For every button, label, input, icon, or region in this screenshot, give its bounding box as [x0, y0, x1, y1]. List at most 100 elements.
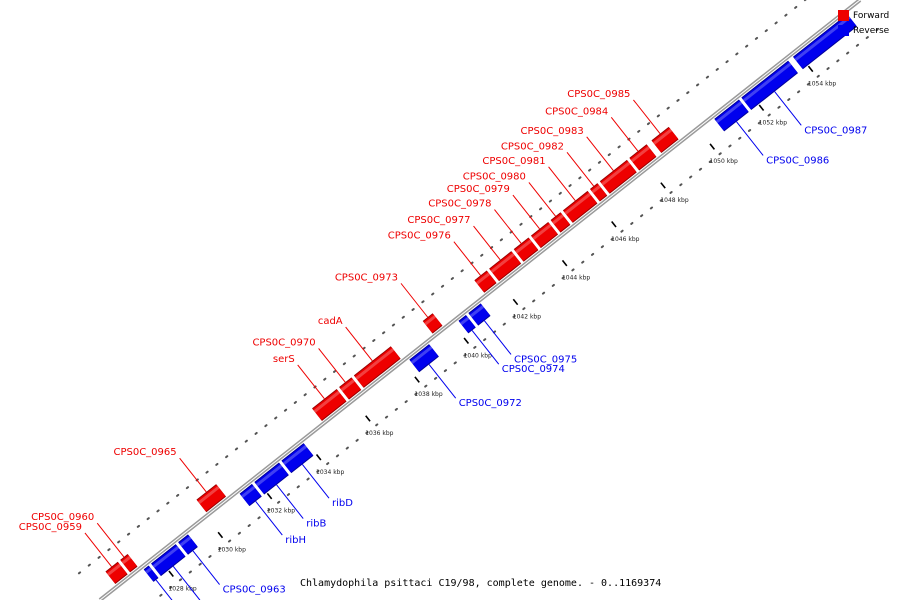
- gene-block-cps0c-0963[interactable]: [178, 535, 198, 554]
- gene-block-cps0c-0973[interactable]: [423, 314, 442, 333]
- scale-tick-label: 1030 kbp: [218, 546, 246, 553]
- scale-tick-label: 1028 kbp: [168, 585, 196, 592]
- gene-block-ribb[interactable]: [254, 463, 289, 494]
- scale-tick-label: 1046 kbp: [611, 236, 639, 243]
- gene-block-cps0c-0983[interactable]: [600, 160, 637, 193]
- scale-tick-mark: [315, 454, 322, 461]
- gene-label-cps0c-0963[interactable]: CPS0C_0963: [223, 585, 286, 596]
- gene-block-cps0c-0977[interactable]: [489, 251, 521, 281]
- gene-leader-cps0c-0977: [473, 225, 501, 261]
- gene-label-cps0c-0960[interactable]: CPS0C_0960: [31, 512, 94, 523]
- gene-label-cps0c-0959[interactable]: CPS0C_0959: [19, 522, 82, 533]
- gene-block-sheen-cps0c-0981: [564, 192, 591, 215]
- gene-block-ribd[interactable]: [282, 443, 313, 473]
- scale-tick-mark: [463, 337, 470, 345]
- gene-label-cps0c-0987[interactable]: CPS0C_0987: [804, 125, 867, 136]
- gene-block-sheen-cps0c-0974: [460, 316, 470, 326]
- gene-block-cps0c-0982[interactable]: [590, 183, 607, 201]
- gene-block-cps0c-0962[interactable]: [151, 544, 185, 576]
- forward-dot-guide: [77, 0, 807, 575]
- gene-label-cada[interactable]: cadA: [318, 316, 343, 327]
- gene-block-cps0c-0980[interactable]: [551, 213, 570, 232]
- gene-block-cps0c-0986[interactable]: [714, 100, 749, 131]
- gene-block-cada[interactable]: [354, 347, 401, 388]
- scale-tick-label: 1034 kbp: [316, 469, 344, 476]
- gene-leader-cps0c-0961: [155, 579, 173, 600]
- gene-block-sheen-cps0c-0975: [469, 305, 485, 318]
- gene-block-cps0c-0974[interactable]: [459, 315, 476, 333]
- gene-label-cps0c-0977[interactable]: CPS0C_0977: [407, 215, 470, 226]
- gene-leader-cps0c-0979: [512, 194, 540, 230]
- gene-label-cps0c-0983[interactable]: CPS0C_0983: [521, 126, 584, 137]
- gene-leader-cps0c-0962: [172, 566, 201, 600]
- gene-label-cps0c-0981[interactable]: CPS0C_0981: [482, 156, 545, 167]
- gene-leader-cps0c-0970: [318, 348, 346, 383]
- gene-label-cps0c-0965[interactable]: CPS0C_0965: [113, 447, 176, 458]
- gene-block-sheen-cps0c-0960: [121, 555, 131, 565]
- gene-label-cps0c-0974[interactable]: CPS0C_0974: [502, 364, 565, 375]
- scale-tick-label: 1054 kbp: [808, 80, 836, 87]
- gene-label-cps0c-0975[interactable]: CPS0C_0975: [514, 354, 577, 365]
- legend-reverse: Reverse: [838, 23, 900, 38]
- gene-features: [105, 14, 858, 585]
- gene-block-cps0c-0984[interactable]: [629, 145, 656, 170]
- gene-block-sheen-cada: [355, 348, 395, 380]
- gene-block-cps0c-0987[interactable]: [741, 61, 798, 110]
- gene-block-sheen-cps0c-0973: [424, 315, 436, 326]
- gene-block-cps0c-0975[interactable]: [468, 304, 490, 325]
- gene-label-cps0c-0972[interactable]: CPS0C_0972: [459, 398, 522, 409]
- gene-block-cps0c-0970[interactable]: [339, 378, 361, 399]
- legend-reverse-label: Reverse: [853, 25, 890, 36]
- gene-label-ribd[interactable]: ribD: [332, 498, 353, 509]
- gene-block-cps0c-0960[interactable]: [120, 554, 137, 572]
- gene-leader-cps0c-0982: [566, 151, 595, 187]
- gene-block-sheen-cps0c-0979: [532, 223, 552, 240]
- gene-block-cps0c-0979[interactable]: [531, 222, 558, 248]
- gene-leader-ribb: [276, 484, 304, 519]
- scale-tick-label: 1048 kbp: [660, 197, 688, 204]
- gene-label-cps0c-0976[interactable]: CPS0C_0976: [388, 231, 451, 242]
- gene-label-sers[interactable]: serS: [273, 354, 295, 365]
- gene-labels: CPS0C_0959CPS0C_0960CPS0C_0961CPS0C_0962…: [19, 89, 867, 600]
- scale-tick-label: 1050 kbp: [710, 158, 738, 165]
- gene-block-sheen-cps0c-0986: [715, 101, 743, 124]
- gene-label-ribb[interactable]: ribB: [306, 519, 326, 530]
- gene-block-sheen-cps0c-0982: [591, 185, 601, 194]
- gene-block-sheen-cps0c-0977: [490, 253, 515, 273]
- gene-block-sheen-cps0c-0983: [601, 161, 631, 186]
- gene-label-cps0c-0978[interactable]: CPS0C_0978: [428, 199, 491, 210]
- gene-block-cps0c-0972[interactable]: [409, 344, 439, 372]
- gene-label-cps0c-0985[interactable]: CPS0C_0985: [567, 89, 630, 100]
- gene-label-cps0c-0986[interactable]: CPS0C_0986: [766, 155, 829, 166]
- gene-block-cps0c-0959[interactable]: [106, 562, 128, 584]
- gene-label-cps0c-0973[interactable]: CPS0C_0973: [335, 272, 398, 283]
- gene-block-ribh[interactable]: [240, 484, 262, 506]
- gene-block-sers[interactable]: [312, 389, 346, 421]
- gene-block-cps0c-0985[interactable]: [652, 127, 678, 153]
- gene-block-cps0c-0978[interactable]: [514, 238, 538, 261]
- gene-label-cps0c-0982[interactable]: CPS0C_0982: [501, 141, 564, 152]
- gene-label-cps0c-0979[interactable]: CPS0C_0979: [447, 184, 510, 195]
- scale-tick-mark: [807, 65, 814, 73]
- gene-leader-cps0c-0985: [633, 99, 661, 134]
- gene-block-sheen-cps0c-0984: [630, 146, 650, 163]
- gene-label-cps0c-0970[interactable]: CPS0C_0970: [252, 337, 315, 348]
- gene-leader-cps0c-0984: [610, 117, 639, 152]
- gene-label-ribh[interactable]: ribH: [285, 535, 306, 546]
- scale-tick-label: 1052 kbp: [759, 119, 787, 126]
- gene-label-cps0c-0984[interactable]: CPS0C_0984: [545, 106, 608, 117]
- scale-tick-mark: [709, 143, 716, 150]
- reverse-swatch: [838, 25, 849, 36]
- gene-block-cps0c-0965[interactable]: [197, 484, 226, 512]
- legend: Forward Reverse: [838, 8, 900, 38]
- gene-label-cps0c-0980[interactable]: CPS0C_0980: [463, 171, 526, 182]
- gene-leader-cps0c-0981: [548, 166, 576, 201]
- scale-tick-label: 1032 kbp: [267, 508, 295, 515]
- gene-block-sheen-unlabeled-28: [794, 15, 851, 62]
- gene-block-cps0c-0976[interactable]: [474, 271, 496, 293]
- gene-block-cps0c-0961[interactable]: [144, 566, 158, 582]
- genome-caption: Chlamydophila psittaci C19/98, complete …: [300, 578, 662, 589]
- gene-block-sheen-cps0c-0963: [179, 536, 192, 547]
- gene-block-cps0c-0981[interactable]: [563, 191, 597, 223]
- gene-leader-cps0c-0974: [471, 330, 500, 365]
